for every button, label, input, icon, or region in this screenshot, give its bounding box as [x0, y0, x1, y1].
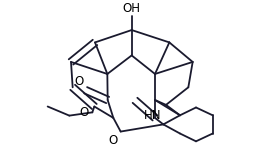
Text: O: O: [108, 134, 118, 146]
Text: O: O: [79, 106, 88, 119]
Text: OH: OH: [123, 2, 141, 15]
Text: HN: HN: [144, 109, 161, 122]
Text: O: O: [74, 75, 84, 88]
